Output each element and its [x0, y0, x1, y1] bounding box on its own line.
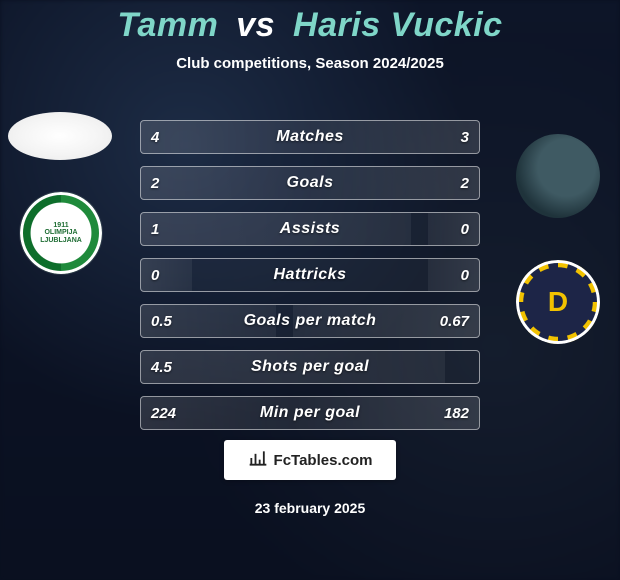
- bar-chart-icon: [248, 448, 268, 473]
- stat-label: Assists: [141, 213, 479, 245]
- stat-label: Shots per goal: [141, 351, 479, 383]
- stat-label: Goals per match: [141, 305, 479, 337]
- stat-row: 43Matches: [140, 120, 480, 154]
- stat-row: 4.5Shots per goal: [140, 350, 480, 384]
- brand-badge: FcTables.com: [224, 440, 396, 480]
- player1-avatar: [8, 112, 112, 160]
- stat-label: Hattricks: [141, 259, 479, 291]
- subtitle: Club competitions, Season 2024/2025: [0, 55, 620, 72]
- player1-name: Tamm: [117, 6, 218, 44]
- brand-text: FcTables.com: [274, 452, 373, 469]
- player2-club-badge: [516, 260, 600, 344]
- comparison-card: Tamm vs Haris Vuckic Club competitions, …: [0, 0, 620, 580]
- stats-table: 43Matches 22Goals 10Assists 00Hattricks 0.50…: [140, 120, 480, 442]
- vs-label: vs: [236, 6, 275, 44]
- stat-row: 10Assists: [140, 212, 480, 246]
- stat-label: Goals: [141, 167, 479, 199]
- stat-row: 224182Min per goal: [140, 396, 480, 430]
- stat-row: 0.50.67Goals per match: [140, 304, 480, 338]
- date-label: 23 february 2025: [0, 500, 620, 516]
- stat-row: 00Hattricks: [140, 258, 480, 292]
- player1-club-badge: [20, 192, 102, 274]
- stat-label: Min per goal: [141, 397, 479, 429]
- player2-name: Haris Vuckic: [293, 6, 503, 44]
- stat-label: Matches: [141, 121, 479, 153]
- title: Tamm vs Haris Vuckic: [0, 0, 620, 45]
- stat-row: 22Goals: [140, 166, 480, 200]
- player2-avatar: [516, 134, 600, 218]
